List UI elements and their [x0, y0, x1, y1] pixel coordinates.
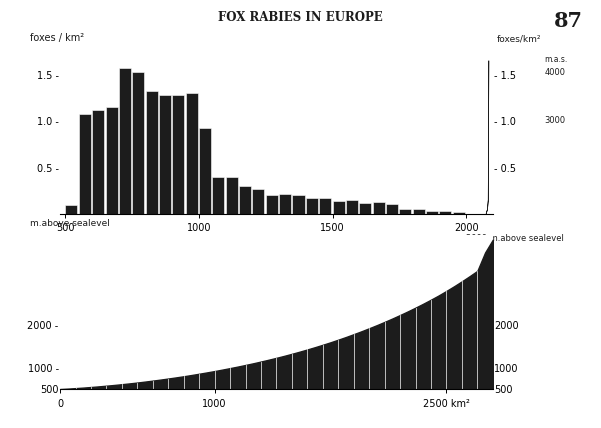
Bar [252, 189, 264, 214]
Text: foxes / km²: foxes / km² [30, 33, 84, 43]
Bar [226, 177, 238, 214]
Bar [92, 110, 104, 214]
Bar [66, 205, 78, 214]
Bar [373, 202, 385, 214]
Text: m.above sealevel: m.above sealevel [30, 219, 110, 228]
Text: FOX RABIES IN EUROPE: FOX RABIES IN EUROPE [218, 11, 383, 24]
Bar [172, 95, 185, 214]
Text: 4000: 4000 [545, 68, 566, 77]
Bar [106, 107, 118, 214]
Bar [439, 211, 451, 214]
Bar [319, 198, 331, 214]
Bar [426, 211, 438, 214]
Bar [79, 113, 91, 214]
Bar [386, 204, 398, 214]
Polygon shape [486, 61, 489, 214]
Bar [279, 193, 291, 214]
Text: 87: 87 [554, 11, 583, 31]
Bar [413, 209, 425, 214]
Bar [293, 196, 305, 214]
Bar [132, 72, 144, 214]
Bar [453, 212, 465, 214]
Text: foxes/km²: foxes/km² [497, 34, 542, 43]
Bar [306, 198, 318, 214]
Bar [119, 68, 131, 214]
Bar [359, 203, 371, 214]
Text: 2000 m.above sealevel: 2000 m.above sealevel [466, 234, 564, 243]
Text: 3000: 3000 [545, 116, 566, 125]
Bar [346, 200, 358, 214]
Bar [186, 93, 198, 214]
Bar [266, 196, 278, 214]
Bar [399, 209, 411, 214]
Bar [145, 91, 157, 214]
Bar [332, 201, 344, 214]
Bar [212, 177, 224, 214]
Text: m.a.s.: m.a.s. [545, 55, 568, 64]
Bar [239, 186, 251, 214]
Bar [199, 128, 211, 214]
Bar [159, 95, 171, 214]
